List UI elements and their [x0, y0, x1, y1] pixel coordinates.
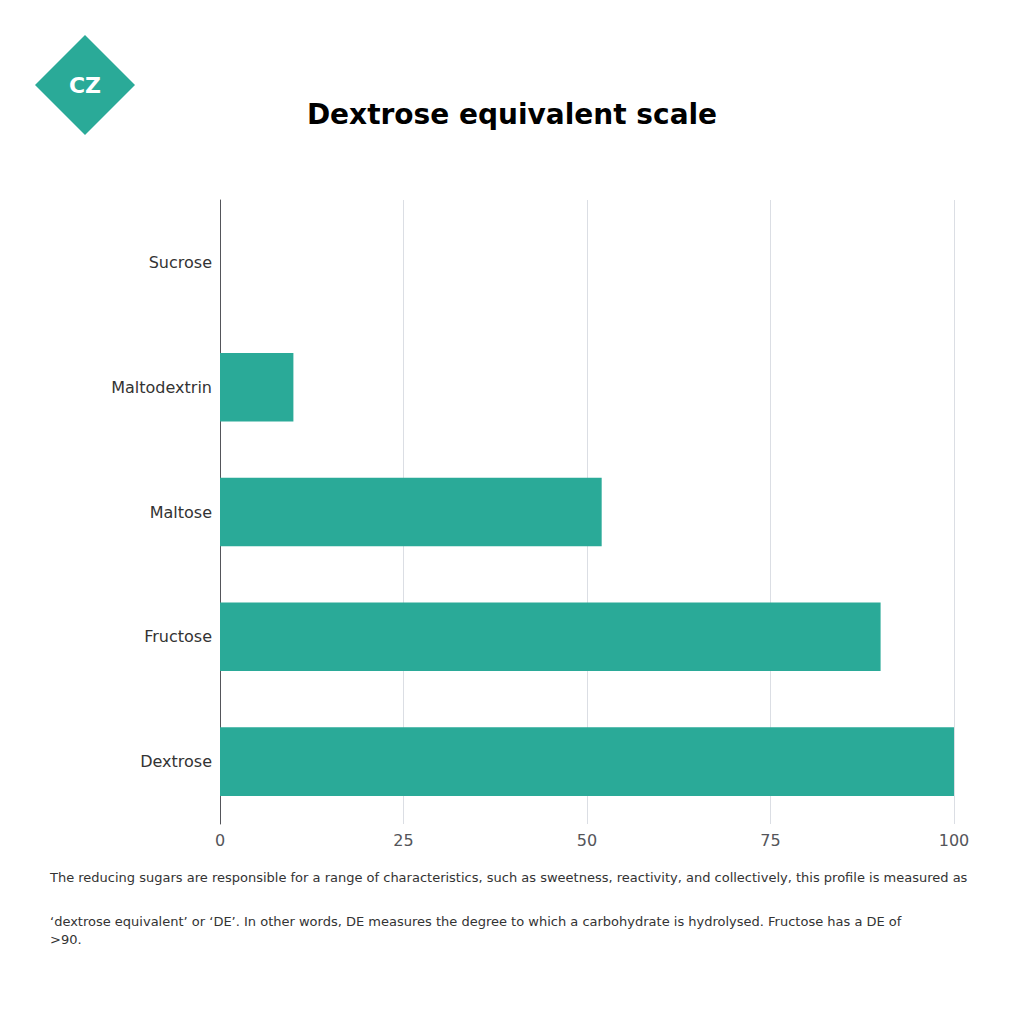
svg-text:100: 100 — [939, 831, 970, 850]
svg-text:0: 0 — [215, 831, 225, 850]
svg-text:Maltodextrin: Maltodextrin — [111, 378, 212, 397]
svg-text:‘dextrose equivalent’ or ‘DE’.: ‘dextrose equivalent’ or ‘DE’. In other … — [50, 914, 906, 929]
svg-text:Sucrose: Sucrose — [149, 253, 212, 272]
svg-text:50: 50 — [577, 831, 597, 850]
svg-text:>90.: >90. — [50, 932, 82, 947]
svg-text:Dextrose equivalent scale: Dextrose equivalent scale — [307, 98, 717, 131]
svg-text:The reducing sugars are respon: The reducing sugars are responsible for … — [49, 870, 968, 885]
svg-text:25: 25 — [393, 831, 413, 850]
svg-text:Maltose: Maltose — [150, 503, 212, 522]
svg-text:75: 75 — [760, 831, 780, 850]
svg-text:CZ: CZ — [69, 73, 101, 98]
svg-text:Fructose: Fructose — [144, 627, 212, 646]
svg-text:Dextrose: Dextrose — [140, 752, 212, 771]
